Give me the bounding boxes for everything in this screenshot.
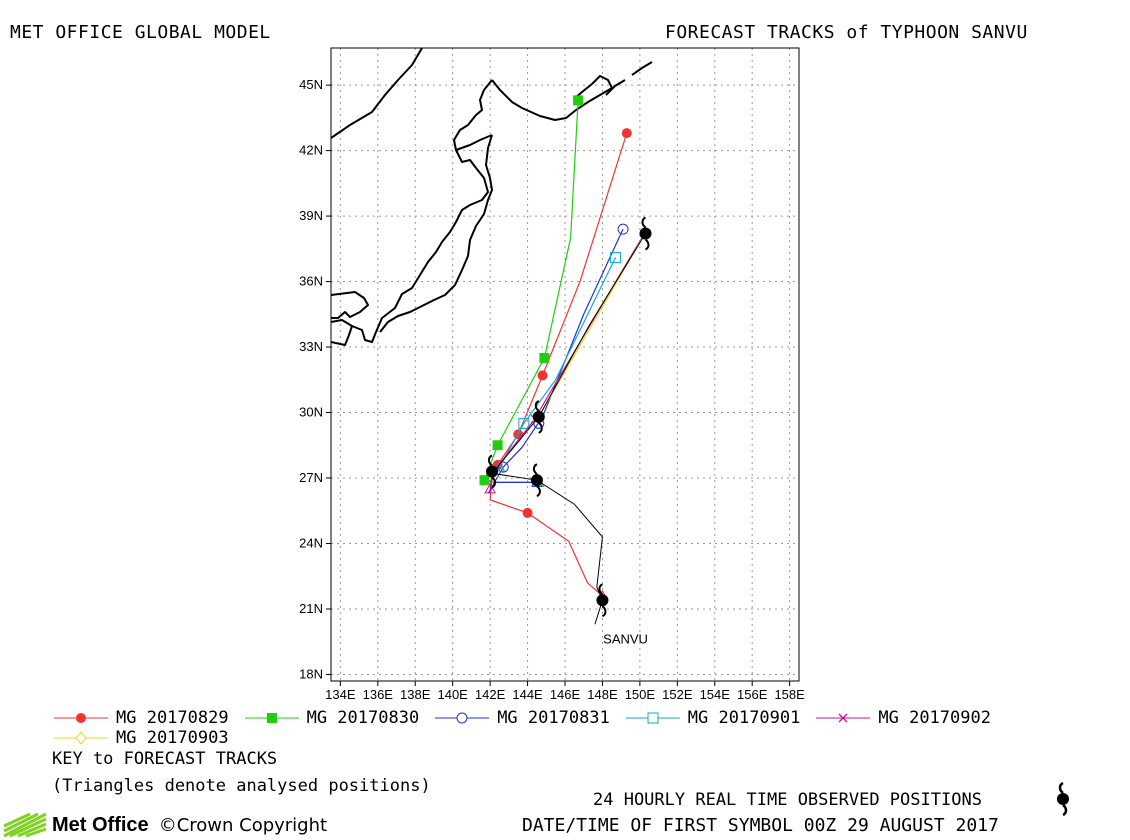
typhoon-symbol-icon — [485, 454, 498, 489]
legend-label: MG 20170831 — [497, 708, 610, 728]
legend-item-mg-20170829: MG 20170829 — [52, 708, 229, 728]
x-tick-label: 142E — [475, 687, 506, 700]
typhoon-symbol-icon — [639, 216, 652, 251]
track-mg-20170829 — [489, 128, 632, 601]
y-tick-label: 39N — [299, 208, 323, 223]
coastline-korea-peninsula-tip — [351, 325, 377, 343]
legend-label: MG 20170903 — [116, 728, 229, 748]
legend-symbol-mg-20170830 — [244, 713, 299, 723]
track-line-mg-20170902 — [489, 237, 643, 489]
typhoon-symbol-icon — [532, 399, 545, 434]
legend-item-mg-20170901: MG 20170901 — [624, 708, 801, 728]
y-tick-label: 30N — [299, 405, 323, 420]
x-tick-label: 144E — [512, 687, 543, 700]
y-tick-label: 45N — [299, 77, 323, 92]
legend-row-1: MG 20170829 MG 20170830 MG 20170831 MG 2… — [52, 708, 991, 728]
track-point-mg-20170830 — [573, 95, 584, 106]
observed-track — [485, 216, 652, 625]
legend-item-mg-20170831: MG 20170831 — [433, 708, 610, 728]
y-tick-label: 42N — [299, 143, 323, 158]
track-mg-20170830 — [479, 95, 584, 487]
axis-ticks — [326, 84, 791, 686]
x-tick-label: 138E — [400, 687, 431, 700]
first-symbol-datetime: DATE/TIME OF FIRST SYMBOL 00Z 29 AUGUST … — [522, 815, 999, 836]
track-point-mg-20170830 — [479, 475, 490, 486]
coastline-honshu-east — [379, 134, 493, 333]
x-tick-label: 154E — [700, 687, 731, 700]
track-point-mg-20170831 — [617, 223, 629, 235]
x-tick-label: 156E — [737, 687, 768, 700]
forecast-tracks — [479, 95, 645, 601]
legend-key-title: KEY to FORECAST TRACKS — [52, 749, 278, 769]
axis-tick-labels: 134E 136E 138E 140E 142E 144E 146E 148E 150E 152E… — [299, 77, 805, 700]
header-right-title: FORECAST TRACKS of TYPHOON SANVU — [665, 22, 1028, 43]
met-office-logo-text: Met Office — [52, 813, 149, 836]
copyright-text: ©Crown Copyright — [158, 814, 328, 836]
legend-item-mg-20170830: MG 20170830 — [243, 708, 420, 728]
legend-item-mg-20170902: MG 20170902 — [814, 708, 991, 728]
typhoon-symbol-icon — [1057, 782, 1069, 816]
track-point-mg-20170831 — [497, 461, 509, 473]
x-tick-label: 146E — [550, 687, 581, 700]
y-tick-label: 36N — [299, 274, 323, 289]
coastline-korea — [331, 291, 369, 319]
typhoon-symbol-icon — [596, 583, 609, 618]
y-tick-label: 18N — [299, 666, 323, 681]
track-line-mg-20170829 — [489, 132, 628, 597]
x-tick-label: 150E — [625, 687, 656, 700]
track-point-mg-20170829 — [522, 507, 533, 518]
x-tick-label: 158E — [774, 687, 805, 700]
legend-symbol-mg-20170831 — [435, 712, 490, 724]
coastline — [331, 48, 653, 346]
met-office-logo: Met Office ©Crown Copyright — [2, 812, 327, 838]
coastline-korea-south — [331, 319, 353, 346]
track-mg-20170901 — [493, 252, 622, 472]
track-point-mg-20170901 — [518, 417, 530, 429]
y-tick-label: 24N — [299, 535, 323, 550]
header-left-title: MET OFFICE GLOBAL MODEL — [10, 22, 271, 43]
typhoon-symbol-icon — [530, 463, 543, 498]
track-point-mg-20170829 — [621, 128, 632, 139]
legend-row-2: MG 20170903 — [52, 728, 229, 748]
coastline-asia-mainland — [331, 48, 423, 139]
storm-name-label: SANVU — [603, 632, 648, 647]
y-tick-label: 33N — [299, 339, 323, 354]
legend-key-note: (Triangles denote analysed positions) — [52, 776, 431, 796]
track-point-mg-20170830 — [539, 352, 550, 363]
legend-item-mg-20170903: MG 20170903 — [52, 728, 229, 748]
grid-lines — [331, 48, 799, 681]
observed-track-line — [490, 233, 646, 625]
legend-symbol-mg-20170902 — [816, 713, 871, 723]
met-office-logo-icon — [3, 812, 47, 838]
legend-label: MG 20170829 — [116, 708, 229, 728]
plot-frame — [330, 47, 800, 682]
analysed-position-triangle — [484, 482, 496, 494]
coastline-kuril-1 — [605, 79, 626, 96]
x-tick-label: 140E — [437, 687, 468, 700]
legend-symbol-mg-20170901 — [625, 712, 680, 724]
x-tick-label: 136E — [363, 687, 394, 700]
y-tick-label: 21N — [299, 601, 323, 616]
legend-label: MG 20170901 — [687, 708, 801, 728]
legend-symbol-mg-20170829 — [54, 713, 108, 723]
x-tick-label: 148E — [587, 687, 618, 700]
coastline-tsugaru — [455, 134, 493, 151]
track-point-mg-20170829 — [537, 370, 548, 381]
x-tick-label: 152E — [662, 687, 693, 700]
x-tick-label: 134E — [325, 687, 356, 700]
track-point-mg-20170830 — [492, 440, 503, 451]
legend-label: MG 20170902 — [878, 708, 991, 728]
coastline-kuril-2 — [631, 61, 653, 76]
track-point-mg-20170901 — [610, 252, 622, 264]
legend-symbol-mg-20170903 — [54, 731, 108, 745]
coastline-hokkaido — [491, 75, 613, 121]
y-tick-label: 27N — [299, 470, 323, 485]
legend-label: MG 20170830 — [306, 708, 420, 728]
forecast-track-map: 134E 136E 138E 140E 142E 144E 146E 148E 150E 152E… — [299, 47, 805, 700]
track-line-mg-20170830 — [483, 100, 579, 483]
track-line-mg-20170901 — [498, 257, 617, 468]
coastline-sea-of-japan-west — [375, 79, 493, 333]
observed-positions-label: 24 HOURLY REAL TIME OBSERVED POSITIONS — [593, 790, 982, 810]
